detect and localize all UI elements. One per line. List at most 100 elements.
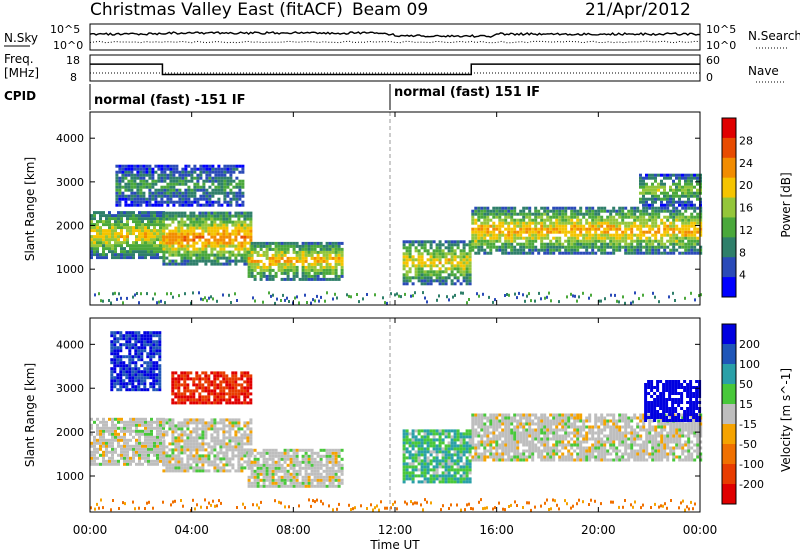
echo-cell [666, 194, 669, 198]
echo-cell [126, 235, 129, 239]
echo-cell [132, 444, 135, 448]
echo-cell [259, 271, 263, 275]
echo-cell [642, 185, 645, 189]
echo-cell [307, 268, 311, 272]
ground-scatter-cell [324, 299, 326, 303]
echo-cell [555, 227, 559, 231]
echo-cell [540, 248, 544, 252]
echo-cell [295, 451, 299, 455]
echo-cell [606, 221, 610, 225]
ground-scatter-cell [282, 293, 284, 297]
echo-cell [187, 194, 191, 198]
echo-cell [459, 270, 463, 274]
echo-cell [522, 209, 526, 213]
echo-cell [678, 209, 682, 213]
echo-cell [201, 454, 205, 458]
echo-cell [630, 242, 634, 246]
echo-cell [663, 209, 667, 213]
echo-cell [111, 435, 114, 439]
echo-cell [510, 236, 514, 240]
echo-cell [567, 239, 571, 243]
echo-cell [675, 209, 679, 213]
echo-cell [618, 221, 622, 225]
echo-cell [186, 235, 190, 239]
echo-cell [480, 416, 484, 420]
echo-cell [135, 226, 138, 230]
echo-cell [192, 427, 196, 431]
echo-cell [144, 229, 147, 233]
echo-cell [286, 247, 290, 251]
echo-cell [558, 245, 562, 249]
echo-cell [319, 478, 323, 482]
echo-cell [477, 233, 481, 237]
echo-cell [204, 247, 208, 251]
echo-cell [180, 436, 184, 440]
echo-cell [295, 481, 299, 485]
echo-cell [304, 466, 308, 470]
echo-cell [660, 179, 663, 183]
echo-cell [195, 436, 199, 440]
echo-cell [328, 244, 332, 248]
echo-cell [579, 431, 583, 435]
echo-cell [684, 209, 688, 213]
echo-cell [222, 253, 226, 257]
echo-cell [228, 427, 232, 431]
echo-cell [250, 466, 254, 470]
echo-cell [534, 239, 538, 243]
echo-cell [483, 218, 487, 222]
ground-scatter-cell [366, 293, 368, 296]
echo-cell [157, 164, 161, 168]
echo-cell [666, 197, 669, 201]
echo-cell [198, 445, 202, 449]
ground-scatter-cell [466, 301, 468, 305]
echo-cell [217, 170, 221, 174]
echo-cell [207, 229, 211, 233]
echo-cell [438, 243, 442, 247]
echo-cell [543, 248, 547, 252]
echo-cell [600, 224, 604, 228]
echo-cell [681, 239, 685, 243]
echo-cell [171, 421, 175, 425]
echo-cell [414, 258, 418, 262]
echo-cell [136, 194, 140, 198]
echo-cell [313, 274, 317, 278]
echo-cell [186, 223, 190, 227]
echo-cell [217, 167, 221, 171]
echo-cell [162, 448, 166, 452]
echo-cell [561, 218, 565, 222]
echo-cell [582, 212, 586, 216]
echo-cell [192, 235, 196, 239]
echo-cell [582, 437, 586, 441]
echo-cell [531, 251, 535, 255]
echo-cell [253, 250, 257, 254]
echo-cell [567, 455, 571, 459]
echo-cell [157, 194, 161, 198]
echo-cell [537, 434, 541, 438]
echo-cell [172, 164, 176, 168]
echo-cell [108, 441, 111, 445]
echo-cell [567, 245, 571, 249]
echo-cell [96, 235, 99, 239]
ground-scatter-cell [178, 294, 180, 298]
echo-cell [93, 235, 96, 239]
echo-cell [660, 218, 664, 222]
echo-cell [597, 248, 601, 252]
echo-cell [639, 182, 642, 186]
echo-cell [531, 443, 535, 447]
echo-cell [648, 176, 651, 180]
echo-cell [229, 164, 233, 168]
echo-cell [414, 273, 418, 277]
echo-cell [495, 245, 499, 249]
echo-cell [693, 173, 696, 177]
echo-cell [277, 268, 281, 272]
echo-cell [222, 235, 226, 239]
echo-cell [135, 420, 138, 424]
echo-cell [513, 221, 517, 225]
echo-cell [468, 255, 472, 259]
echo-cell [588, 233, 592, 237]
echo-cell [265, 451, 269, 455]
echo-cell [138, 435, 141, 439]
echo-cell [322, 454, 326, 458]
echo-cell [471, 416, 475, 420]
echo-cell [172, 191, 176, 195]
